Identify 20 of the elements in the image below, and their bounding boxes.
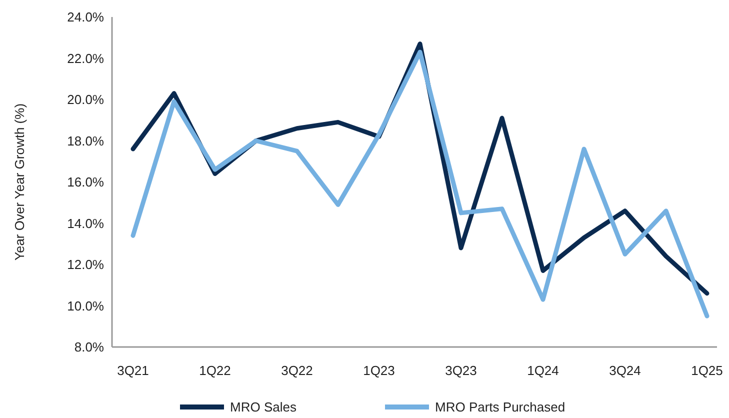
- y-tick-label: 20.0%: [67, 92, 104, 108]
- y-tick-label: 10.0%: [67, 298, 104, 314]
- legend-label: MRO Parts Purchased: [435, 400, 566, 415]
- y-axis-title: Year Over Year Growth (%): [12, 103, 27, 261]
- y-tick-label: 8.0%: [74, 340, 104, 355]
- legend-label: MRO Sales: [230, 400, 297, 415]
- x-tick-label: 3Q21: [117, 363, 149, 378]
- x-tick-label: 1Q25: [691, 363, 723, 378]
- x-tick-label: 3Q24: [609, 363, 641, 378]
- x-tick-label: 1Q23: [363, 363, 395, 378]
- y-tick-label: 12.0%: [67, 257, 104, 272]
- y-tick-label: 16.0%: [67, 174, 104, 190]
- y-tick-label: 24.0%: [67, 10, 104, 25]
- x-tick-label: 3Q23: [445, 363, 477, 378]
- x-tick-label: 1Q24: [527, 363, 559, 378]
- y-tick-label: 18.0%: [67, 133, 104, 148]
- x-tick-label: 3Q22: [281, 363, 313, 378]
- x-tick-label: 1Q22: [199, 363, 231, 378]
- y-tick-label: 14.0%: [67, 216, 104, 231]
- y-tick-label: 22.0%: [67, 50, 104, 66]
